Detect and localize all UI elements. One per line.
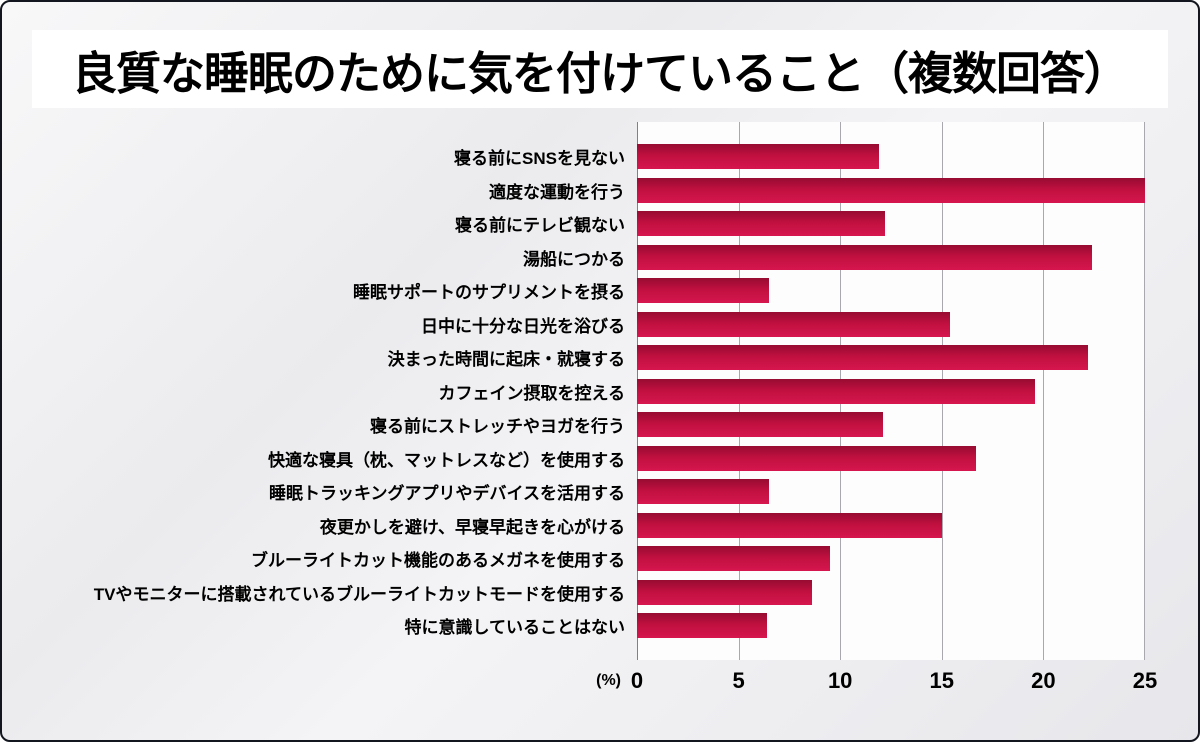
bar-row: 寝る前にSNSを見ない <box>32 140 1145 174</box>
bar-row: カフェイン摂取を控える <box>32 375 1145 409</box>
bar-row: ブルーライトカット機能のあるメガネを使用する <box>32 542 1145 576</box>
value-bar <box>637 378 1036 404</box>
bar-row: 湯船につかる <box>32 241 1145 275</box>
value-bar <box>637 311 950 337</box>
bar-track <box>637 479 1145 505</box>
value-bar <box>637 244 1093 270</box>
gridline <box>1144 122 1145 660</box>
bar-row: 睡眠サポートのサプリメントを摂る <box>32 274 1145 308</box>
category-label: 快適な寝具（枕、マットレスなど）を使用する <box>268 450 625 470</box>
category-label: 寝る前にテレビ観ない <box>455 216 625 236</box>
bar-track <box>637 546 1145 572</box>
page-title: 良質な睡眠のために気を付けていること（複数回答） <box>71 47 1129 99</box>
category-label: 睡眠サポートのサプリメントを摂る <box>353 283 625 303</box>
bar-track <box>637 412 1145 438</box>
category-label: 決まった時間に起床・就寝する <box>387 350 625 370</box>
bar-row: 適度な運動を行う <box>32 174 1145 208</box>
x-axis-unit-label: (%) <box>596 672 621 689</box>
category-label: カフェイン摂取を控える <box>438 383 626 403</box>
bar-row: TVやモニターに搭載されているブルーライトカットモードを使用する <box>32 576 1145 610</box>
x-tick-label: 15 <box>929 668 955 693</box>
bar-track <box>637 311 1145 337</box>
bar-row: 日中に十分な日光を浴びる <box>32 308 1145 342</box>
bar-row: 睡眠トラッキングアプリやデバイスを活用する <box>32 475 1145 509</box>
category-label: 睡眠トラッキングアプリやデバイスを活用する <box>269 484 625 504</box>
bar-track <box>637 579 1145 605</box>
category-label: 日中に十分な日光を浴びる <box>421 316 625 336</box>
x-tick-label: 5 <box>732 668 745 693</box>
category-label: ブルーライトカット機能のあるメガネを使用する <box>251 551 625 571</box>
value-bar <box>637 445 977 471</box>
value-bar <box>637 613 768 639</box>
value-bar <box>637 211 885 237</box>
title-box: 良質な睡眠のために気を付けていること（複数回答） <box>32 30 1168 108</box>
x-tick-label: 20 <box>1031 668 1056 693</box>
bar-row: 寝る前にストレッチやヨガを行う <box>32 408 1145 442</box>
bar-track <box>637 244 1145 270</box>
bar-rows: 寝る前にSNSを見ない適度な運動を行う寝る前にテレビ観ない湯船につかる睡眠サポー… <box>32 122 1145 643</box>
bar-track <box>637 345 1145 371</box>
bar-chart: 寝る前にSNSを見ない適度な運動を行う寝る前にテレビ観ない湯船につかる睡眠サポー… <box>32 122 1145 660</box>
bar-row: 快適な寝具（枕、マットレスなど）を使用する <box>32 442 1145 476</box>
category-label: 寝る前にSNSを見ない <box>454 149 625 169</box>
x-tick-label: 25 <box>1132 668 1158 693</box>
bar-track <box>637 445 1145 471</box>
category-label: 夜更かしを避け、早寝早起きを心がける <box>319 517 625 537</box>
x-tick-label: 10 <box>827 668 853 693</box>
bar-track <box>637 378 1145 404</box>
x-axis: (%) 0 5 10 15 20 25 <box>596 660 1157 702</box>
category-label: TVやモニターに搭載されているブルーライトカットモードを使用する <box>93 584 625 604</box>
value-bar <box>637 278 770 304</box>
bar-row: 夜更かしを避け、早寝早起きを心がける <box>32 509 1145 543</box>
value-bar <box>637 345 1089 371</box>
gridline <box>1043 122 1045 660</box>
bar-row: 寝る前にテレビ観ない <box>32 207 1145 241</box>
category-label: 適度な運動を行う <box>489 182 625 202</box>
bar-track <box>637 211 1145 237</box>
category-label: 湯船につかる <box>523 249 625 269</box>
value-bar <box>637 144 879 170</box>
value-bar <box>637 546 831 572</box>
value-bar <box>637 579 812 605</box>
x-tick-label: 0 <box>630 668 644 693</box>
bar-track <box>637 512 1145 538</box>
bar-track <box>637 144 1145 170</box>
bar-track <box>637 278 1145 304</box>
value-bar <box>637 177 1145 203</box>
bar-row: 決まった時間に起床・就寝する <box>32 341 1145 375</box>
category-label: 寝る前にストレッチやヨガを行う <box>370 417 625 437</box>
value-bar <box>637 512 942 538</box>
bar-track <box>637 613 1145 639</box>
value-bar <box>637 479 770 505</box>
bar-row: 特に意識していることはない <box>32 609 1145 643</box>
bar-track <box>637 177 1145 203</box>
value-bar <box>637 412 883 438</box>
category-label: 特に意識していることはない <box>404 618 626 638</box>
